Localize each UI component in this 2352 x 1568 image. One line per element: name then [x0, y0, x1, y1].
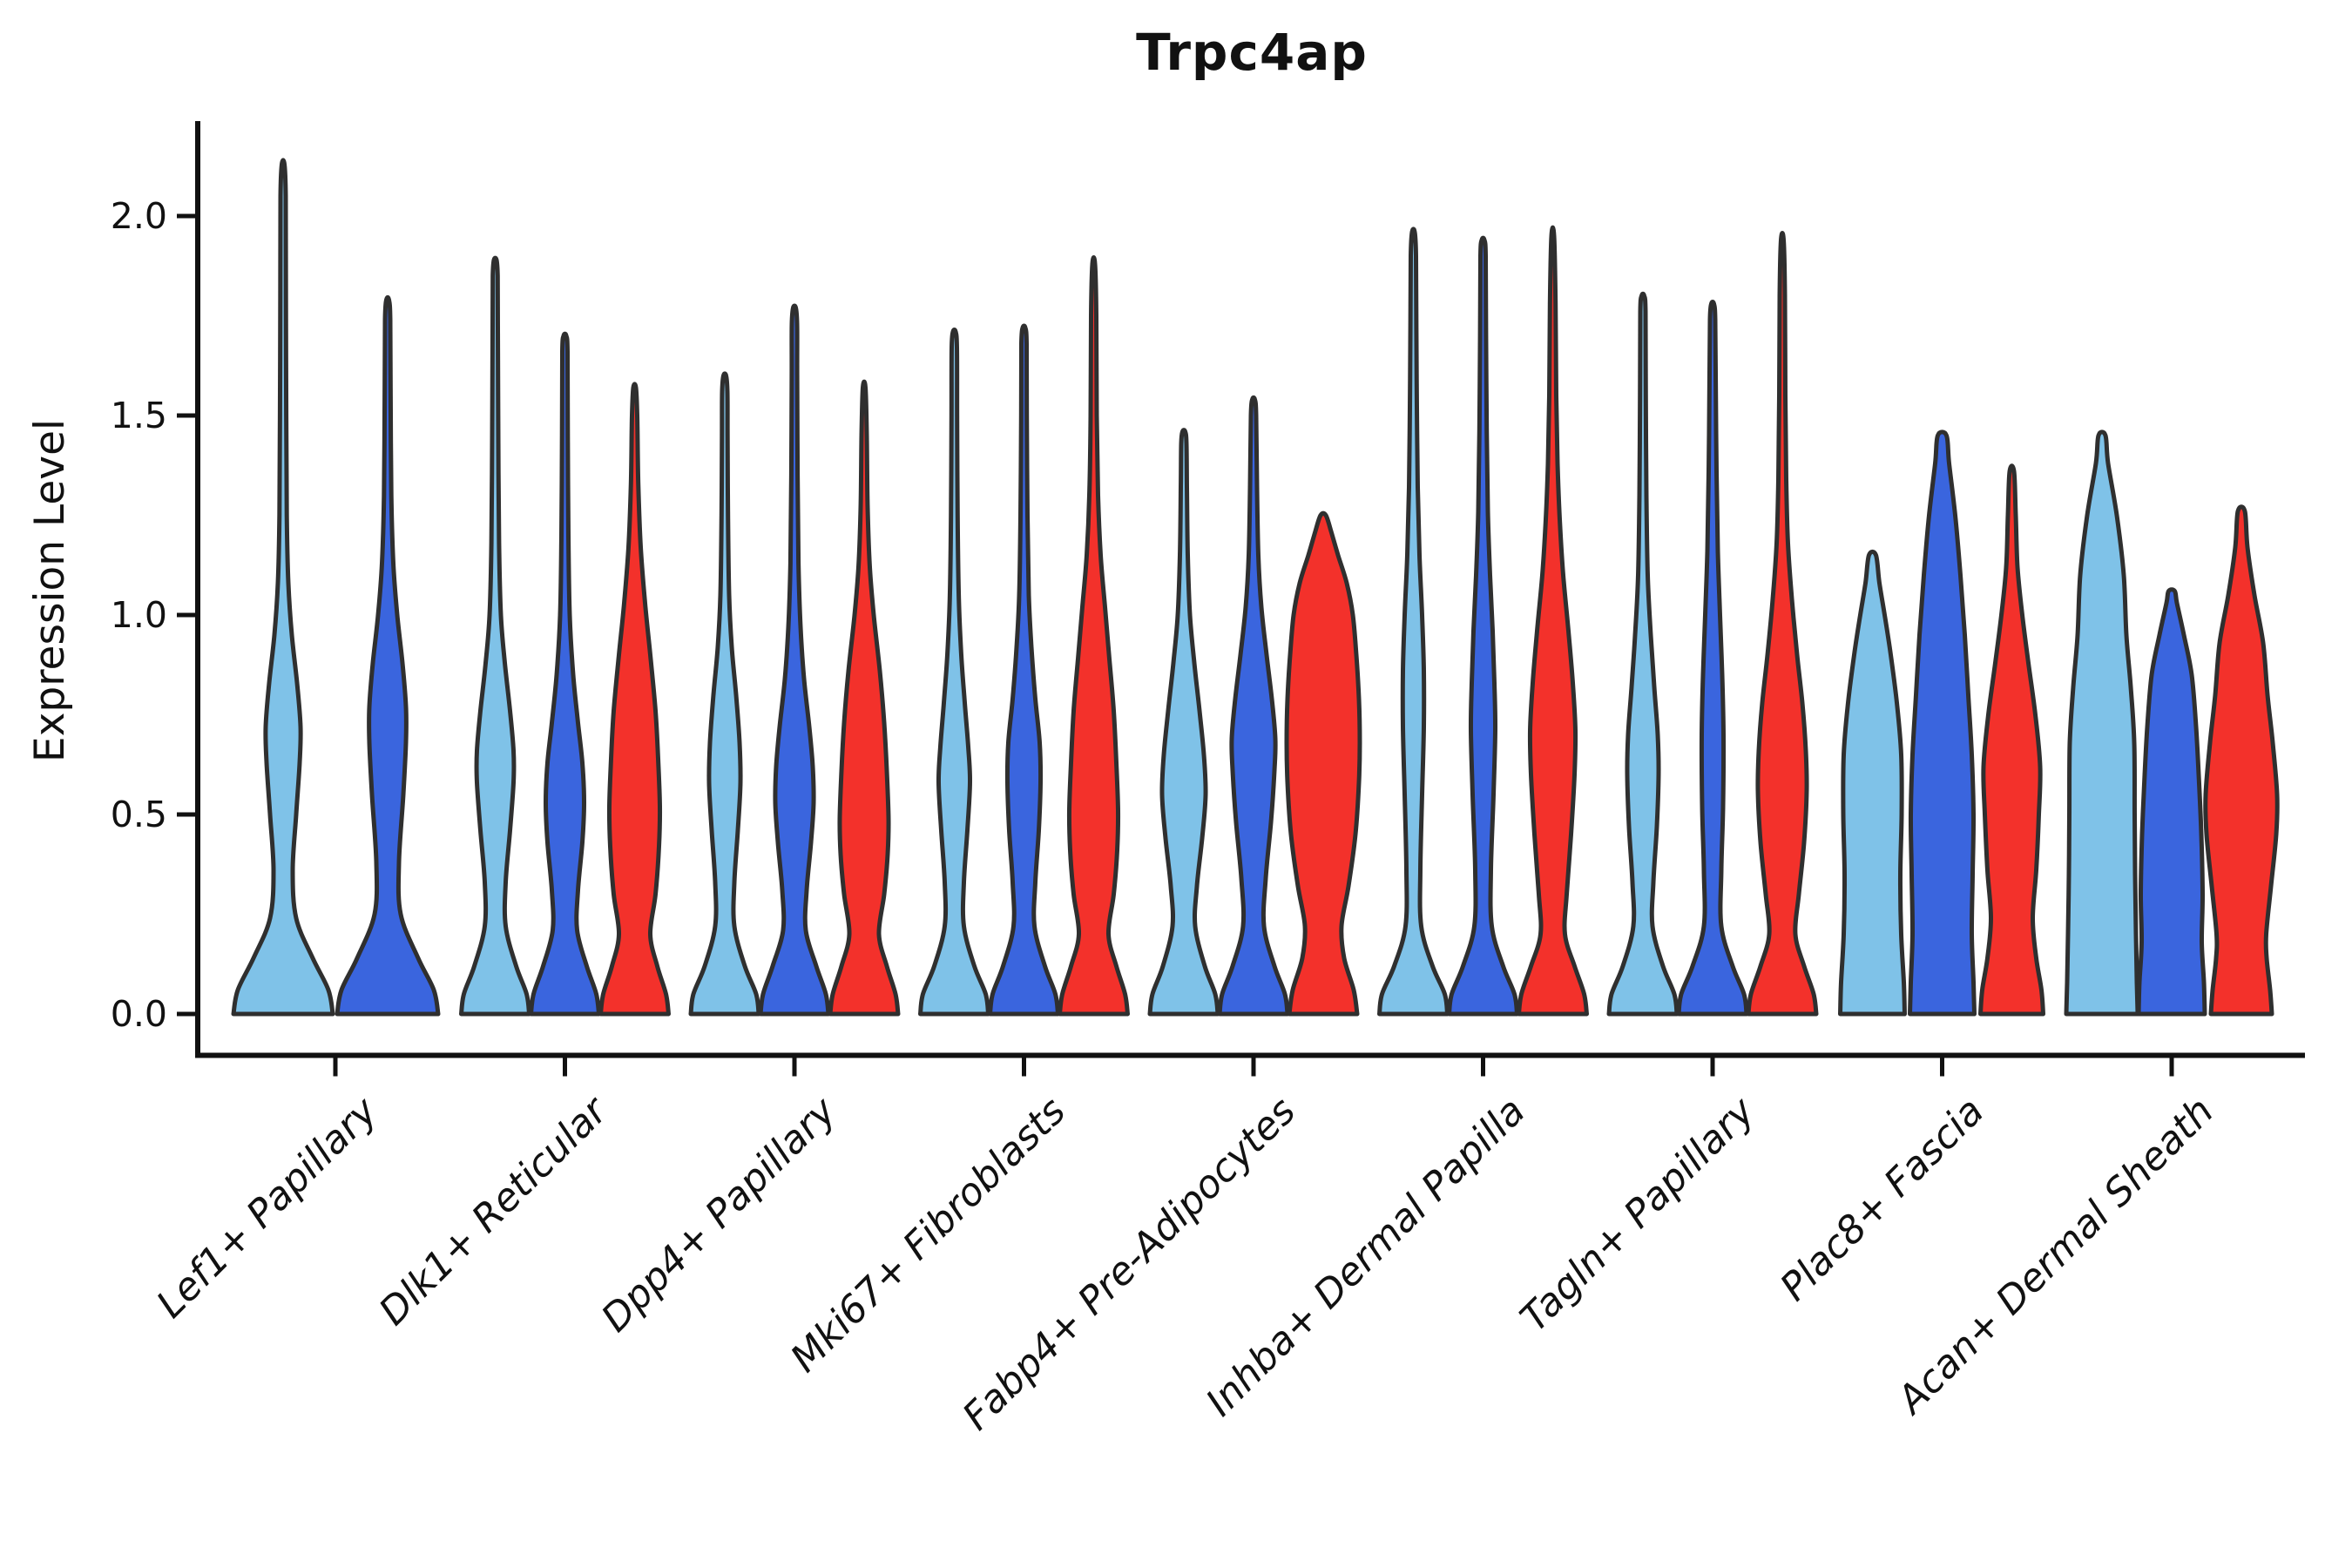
y-axis-label: Expression Level — [26, 418, 74, 763]
y-tick-label-0.5: 0.5 — [110, 794, 167, 835]
violin-plac8-fascia-dark_blue — [1908, 429, 1977, 1017]
violin-dlk1-reticular-red — [598, 382, 671, 1017]
y-tick-label-2.0: 2.0 — [110, 195, 167, 237]
violin-tagln-papillary-dark_blue — [1676, 299, 1749, 1017]
violin-dlk1-reticular-dark_blue — [529, 331, 601, 1017]
violin-dpp4-papillary-light_blue — [688, 371, 761, 1017]
violin-dpp4-papillary-red — [828, 379, 901, 1017]
violin-inhba-dermal-papilla-dark_blue — [1447, 235, 1519, 1017]
violin-inhba-dermal-papilla-red — [1517, 225, 1589, 1017]
violin-dlk1-reticular-light_blue — [459, 255, 531, 1017]
violin-tagln-papillary-red — [1746, 230, 1819, 1017]
violin-acan-dermal-sheath-dark_blue — [2136, 587, 2207, 1017]
violin-lef1-papillary-light_blue — [231, 158, 335, 1017]
y-tick-label-0.0: 0.0 — [110, 993, 167, 1035]
violin-plac8-fascia-red — [1978, 463, 2045, 1017]
violin-dpp4-papillary-dark_blue — [758, 303, 831, 1017]
violin-fabp4-pre-adipocytes-red — [1284, 510, 1362, 1017]
violin-plac8-fascia-light_blue — [1838, 549, 1907, 1017]
y-tick-label-1.5: 1.5 — [110, 395, 167, 436]
violin-mki67-fibroblasts-light_blue — [918, 328, 990, 1017]
chart-title: Trpc4ap — [1136, 23, 1368, 82]
violin-tagln-papillary-light_blue — [1606, 291, 1680, 1017]
y-tick-label-1.0: 1.0 — [110, 594, 167, 636]
violin-mki67-fibroblasts-dark_blue — [988, 323, 1060, 1017]
violin-fabp4-pre-adipocytes-light_blue — [1147, 428, 1220, 1017]
violin-acan-dermal-sheath-light_blue — [2064, 429, 2140, 1017]
violin-lef1-papillary-dark_blue — [335, 294, 441, 1017]
violin-mki67-fibroblasts-red — [1058, 255, 1130, 1017]
violin-inhba-dermal-papilla-light_blue — [1377, 226, 1450, 1017]
violin-acan-dermal-sheath-red — [2203, 504, 2280, 1017]
violin-fabp4-pre-adipocytes-dark_blue — [1217, 395, 1290, 1017]
